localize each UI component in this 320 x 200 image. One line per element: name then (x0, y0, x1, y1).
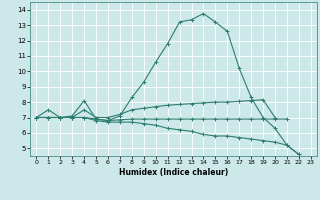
X-axis label: Humidex (Indice chaleur): Humidex (Indice chaleur) (119, 168, 228, 177)
